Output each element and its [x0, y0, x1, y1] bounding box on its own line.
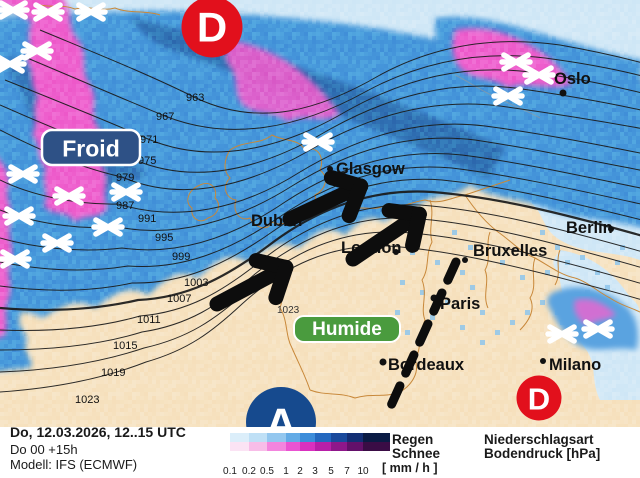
svg-text:Niederschlagsart: Niederschlagsart	[484, 432, 594, 447]
svg-text:0.2: 0.2	[242, 466, 256, 477]
svg-text:1: 1	[283, 466, 289, 477]
svg-text:[ mm / h ]: [ mm / h ]	[382, 461, 438, 475]
svg-text:2: 2	[297, 466, 303, 477]
svg-text:Schnee: Schnee	[392, 446, 441, 461]
svg-text:7: 7	[344, 466, 350, 477]
svg-text:Regen: Regen	[392, 432, 433, 447]
svg-text:Do, 12.03.2026, 12..15 UTC: Do, 12.03.2026, 12..15 UTC	[10, 424, 186, 440]
svg-text:10: 10	[357, 466, 369, 477]
svg-text:Modell: IFS (ECMWF): Modell: IFS (ECMWF)	[10, 457, 137, 472]
svg-text:Do 00 +15h: Do 00 +15h	[10, 442, 78, 457]
svg-text:Bodendruck [hPa]: Bodendruck [hPa]	[484, 446, 600, 461]
svg-text:0.5: 0.5	[260, 466, 274, 477]
svg-text:0.1: 0.1	[223, 466, 237, 477]
svg-text:3: 3	[312, 466, 318, 477]
svg-text:5: 5	[328, 466, 334, 477]
